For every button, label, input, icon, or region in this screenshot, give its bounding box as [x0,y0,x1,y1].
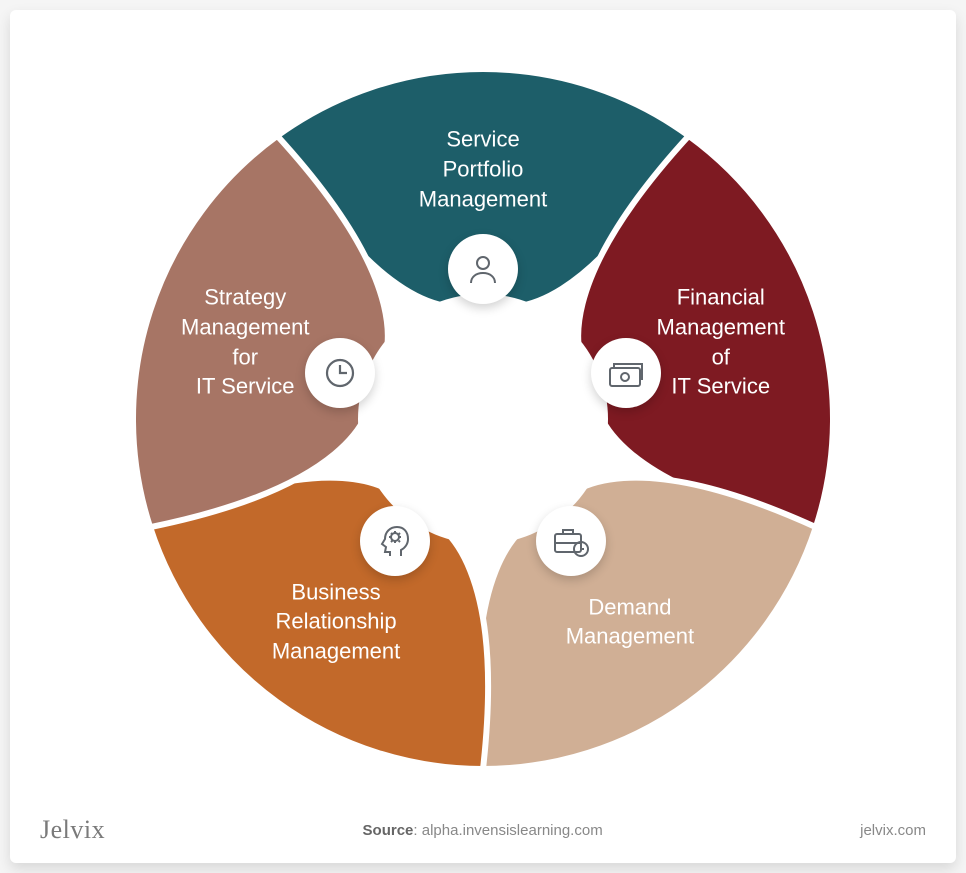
briefcase-clock-icon [536,506,606,576]
site-url: jelvix.com [860,822,926,839]
wheel-diagram: Service Portfolio Management Financial Ma… [133,69,833,769]
petal-label-4: Strategy Management for IT Service [181,283,309,402]
user-icon [448,234,518,304]
head-gear-icon [360,506,430,576]
money-icon [591,338,661,408]
petal-label-0: Service Portfolio Management [419,125,547,214]
clock-icon [305,338,375,408]
petal-label-1: Financial Management of IT Service [657,283,785,402]
petal-label-3: Business Relationship Management [272,577,400,666]
brand-logo: Jelvix [40,815,105,845]
petal-label-2: Demand Management [566,592,694,651]
infographic-card: Service Portfolio Management Financial Ma… [10,10,956,863]
source-text: Source: alpha.invensislearning.com [363,822,603,839]
footer: Jelvix Source: alpha.invensislearning.co… [10,815,956,845]
